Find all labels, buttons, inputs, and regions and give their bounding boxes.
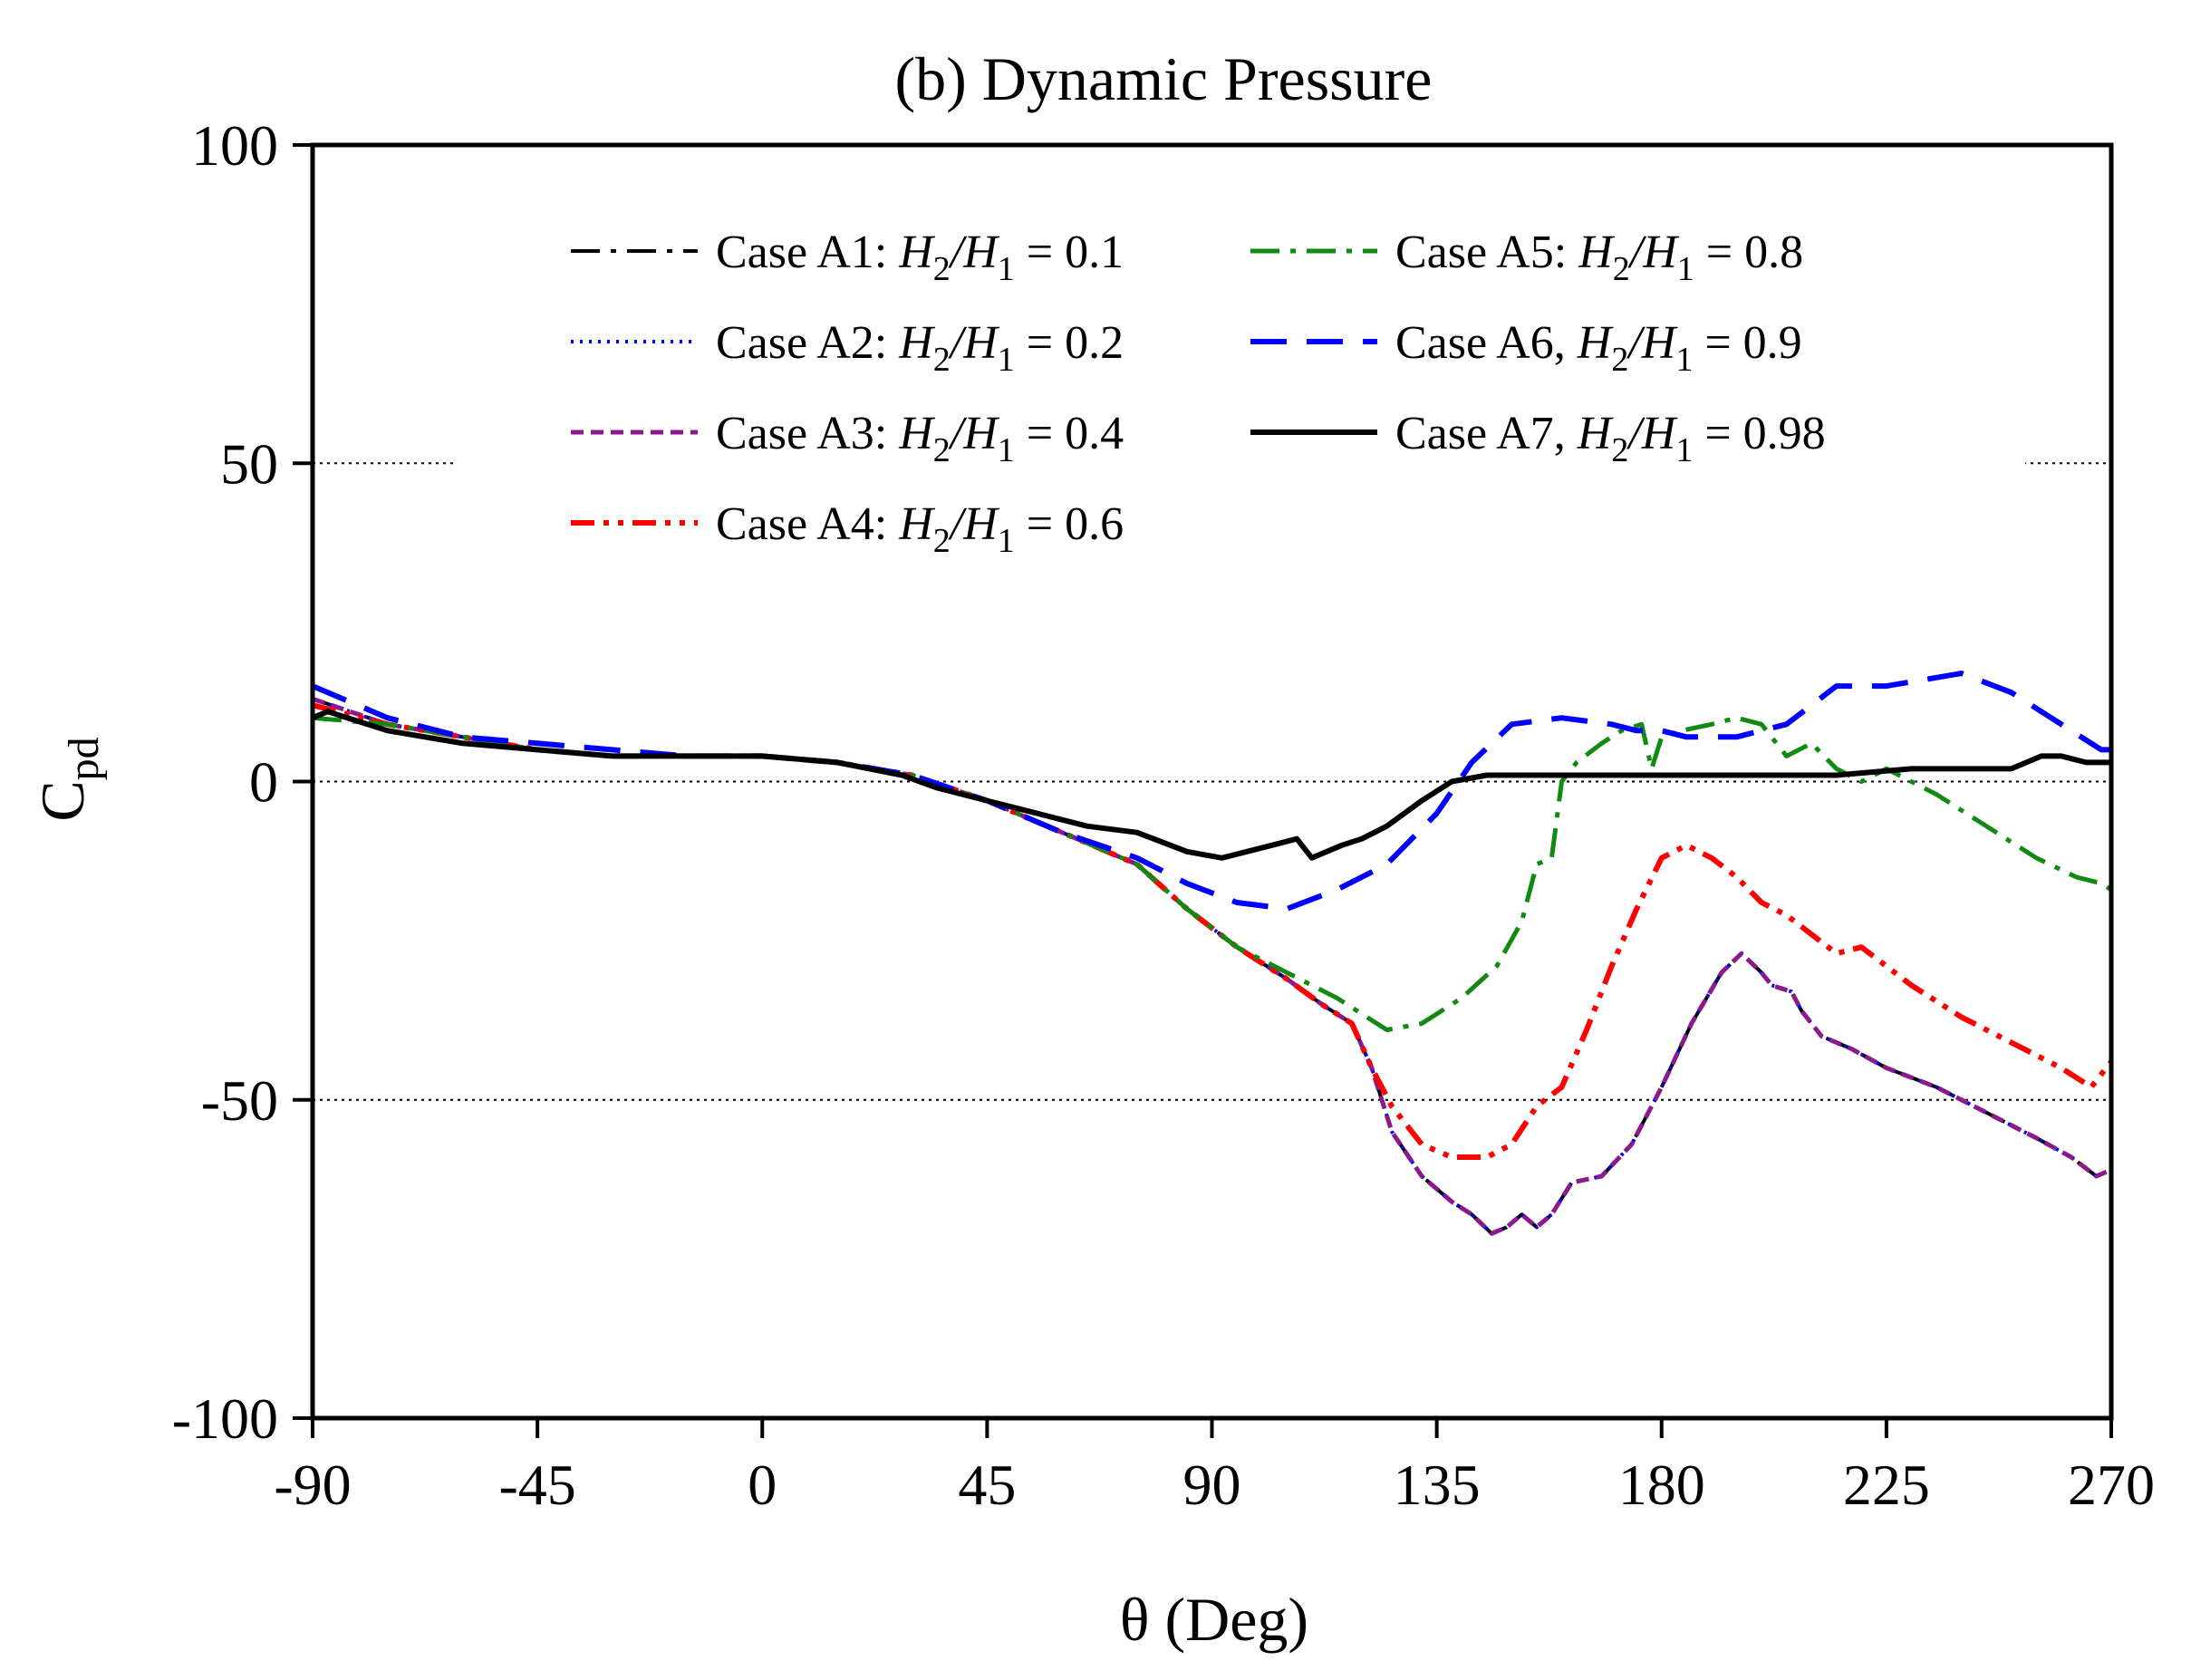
y-tick-label: 0 [249,750,278,815]
series-line-a5 [312,715,2113,1032]
x-tick-label: 225 [1843,1453,1930,1517]
x-tick-label: 270 [2068,1453,2155,1517]
y-axis: -100 -50 0 50 100 [172,113,313,1451]
legend-label-a6: Case A6, H2/H1 = 0.9 [1395,317,1802,379]
series-line-a7 [311,709,2111,861]
legend-label-a5: Case A5: H2/H1 = 0.8 [1395,227,1803,288]
legend-label-a4: Case A4: H2/H1 = 0.6 [716,498,1124,560]
series-line-a2 [312,697,2112,1236]
legend-label-a1: Case A1: H2/H1 = 0.1 [716,227,1124,288]
y-axis-title-sub: pd [60,737,108,780]
legend-background [458,199,2025,580]
x-tick-label: 45 [958,1453,1016,1517]
series-line-a1 [312,697,2112,1236]
legend-label-a3: Case A3: H2/H1 = 0.4 [716,408,1124,469]
x-tick-label: 90 [1183,1453,1241,1517]
x-axis-title: θ (Deg) [1120,1585,1308,1654]
series-layer [311,671,2114,1236]
y-tick-label: -100 [172,1386,278,1451]
chart-title: (b) Dynamic Pressure [895,44,1433,113]
legend-label-a2: Case A2: H2/H1 = 0.2 [716,317,1124,379]
legend-label-a7: Case A7, H2/H1 = 0.98 [1395,408,1826,469]
x-tick-label: -45 [498,1453,575,1517]
y-tick-label: 50 [220,431,278,496]
y-tick-label: -50 [201,1068,278,1133]
y-axis-title: Cpd [28,737,108,821]
x-tick-label: 0 [748,1453,777,1517]
series-line-a6 [311,671,2111,912]
x-tick-label: 135 [1394,1453,1481,1517]
x-axis: -90 -45 0 45 90 135 180 225 270 [274,1418,2155,1517]
y-tick-label: 100 [191,113,278,178]
x-tick-label: 180 [1618,1453,1705,1517]
x-tick-label: -90 [274,1453,351,1517]
y-axis-title-main: C [28,780,97,821]
series-line-a3 [312,696,2112,1236]
legend: Case A1: H2/H1 = 0.1 Case A2: H2/H1 = 0.2… [458,199,2025,580]
